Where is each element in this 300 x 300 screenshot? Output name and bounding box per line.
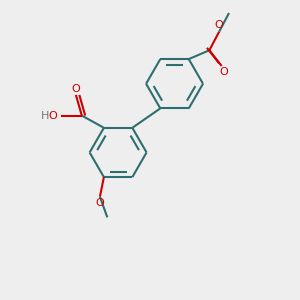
Text: H: H <box>41 110 50 121</box>
Text: O: O <box>220 67 229 77</box>
Text: O: O <box>96 198 104 208</box>
Text: O: O <box>49 110 57 121</box>
Text: O: O <box>71 83 80 94</box>
Text: O: O <box>215 20 224 30</box>
